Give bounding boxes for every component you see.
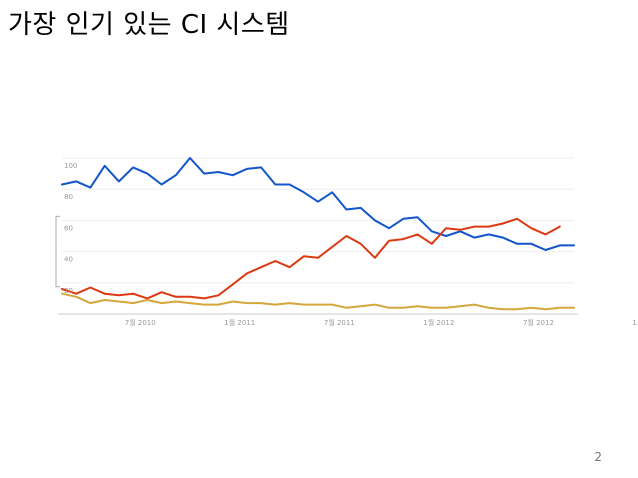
series-line-1 <box>61 157 575 251</box>
slide-title: 가장 인기 있는 CI 시스템 <box>8 10 290 40</box>
x-tick-label: 7월 2012 <box>523 318 554 327</box>
series-line-3 <box>61 292 575 311</box>
x-tick-label: 7월 2010 <box>125 318 156 327</box>
y-tick-label: 80 <box>64 193 73 201</box>
series-line-2 <box>61 217 561 300</box>
range-bracket <box>55 215 60 288</box>
x-tick-label: 1... <box>632 319 638 327</box>
tick-labels: 20 40 60 80 100 7월 2010 1월 2011 7월 2011 1월 2012 7… <box>64 162 638 327</box>
grid-lines <box>62 157 574 284</box>
y-tick-label: 20 <box>64 287 73 295</box>
x-tick-label: 1월 2012 <box>423 318 454 327</box>
y-tick-label: 60 <box>64 224 73 232</box>
series-lines <box>61 157 575 311</box>
y-tick-label: 40 <box>64 256 73 264</box>
y-tick-label: 100 <box>64 162 77 170</box>
x-tick-label: 7월 2011 <box>324 318 355 327</box>
x-tick-label: 1월 2011 <box>224 318 255 327</box>
page-number: 2 <box>594 450 602 464</box>
axes <box>55 215 578 315</box>
